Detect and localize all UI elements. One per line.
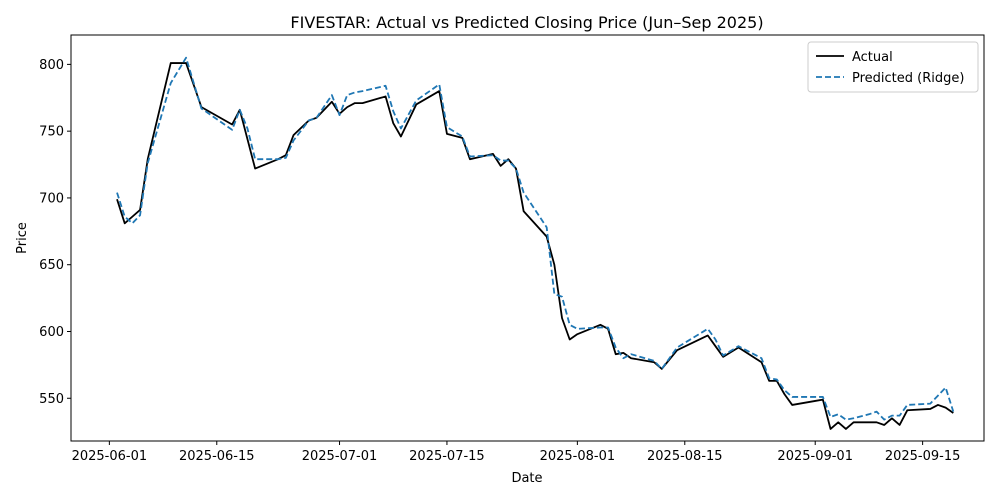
legend-label-predicted: Predicted (Ridge) bbox=[852, 71, 964, 86]
y-tick-label: 650 bbox=[39, 258, 64, 273]
legend: Actual Predicted (Ridge) bbox=[807, 41, 979, 93]
x-tick-label: 2025-07-01 bbox=[302, 449, 378, 464]
x-tick-label: 2025-06-15 bbox=[179, 449, 255, 464]
x-axis: 2025-06-01 2025-06-15 2025-07-01 2025-07-15… bbox=[72, 441, 961, 464]
x-tick-label: 2025-08-01 bbox=[540, 449, 616, 464]
y-axis-title: Price bbox=[15, 222, 30, 254]
legend-label-actual: Actual bbox=[852, 50, 893, 65]
x-tick-label: 2025-08-15 bbox=[647, 449, 723, 464]
chart-title: FIVESTAR: Actual vs Predicted Closing Pr… bbox=[290, 13, 763, 32]
y-tick-label: 700 bbox=[39, 191, 64, 206]
y-tick-label: 750 bbox=[39, 125, 64, 140]
x-axis-title: Date bbox=[511, 471, 542, 486]
series-line-actual bbox=[116, 62, 954, 430]
x-tick-label: 2025-07-15 bbox=[409, 449, 485, 464]
plot-area bbox=[70, 34, 985, 442]
x-tick-label: 2025-06-01 bbox=[72, 449, 148, 464]
plot-frame bbox=[70, 34, 985, 442]
x-tick-label: 2025-09-01 bbox=[777, 449, 853, 464]
legend-frame bbox=[807, 41, 979, 93]
series-group bbox=[116, 56, 955, 430]
x-tick-label: 2025-09-15 bbox=[885, 449, 961, 464]
y-axis: 550 600 650 700 750 800 bbox=[39, 58, 71, 407]
y-tick-label: 600 bbox=[39, 325, 64, 340]
series-line-predicted bbox=[116, 56, 955, 421]
y-tick-label: 800 bbox=[39, 58, 64, 73]
y-tick-label: 550 bbox=[39, 392, 64, 407]
